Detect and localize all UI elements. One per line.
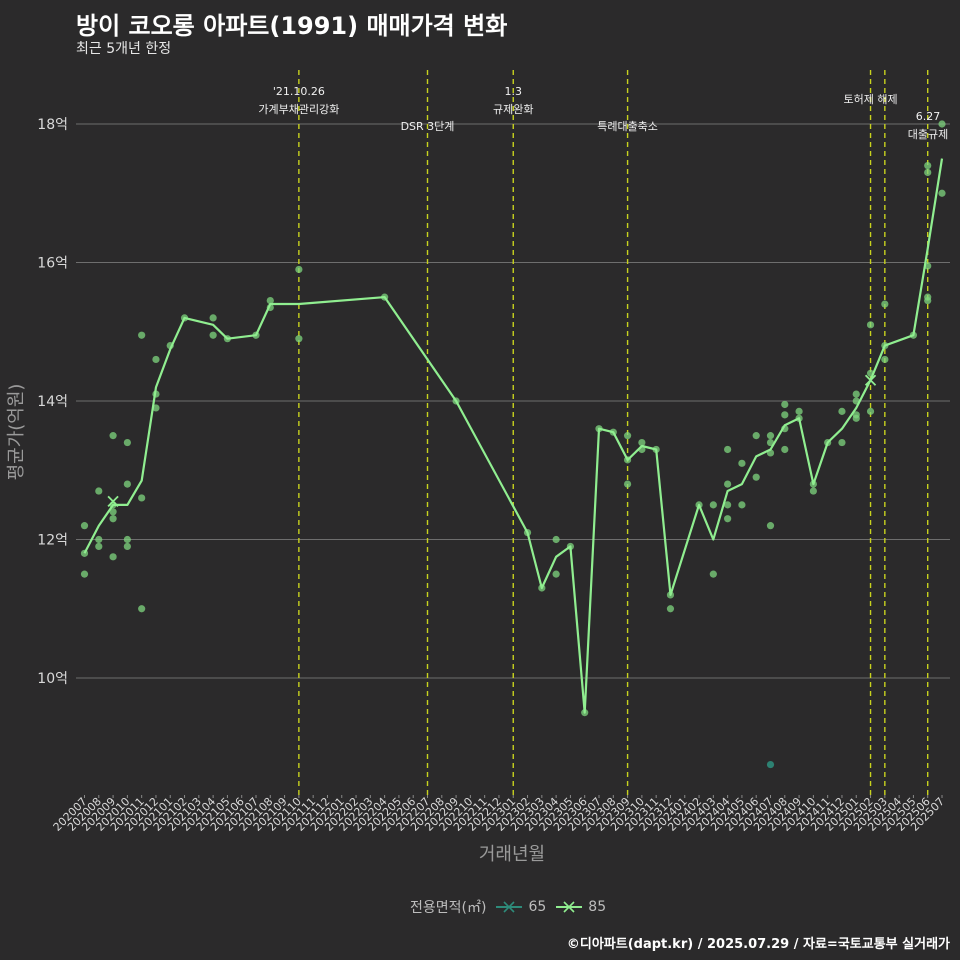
cross-marker — [107, 495, 119, 508]
data-point-85 — [295, 335, 303, 343]
data-point-85 — [838, 438, 846, 447]
data-point-85 — [724, 445, 732, 454]
annotation-label: 1.3 — [505, 85, 523, 98]
data-point-85 — [724, 480, 732, 488]
data-point-85 — [123, 542, 131, 551]
data-point-85 — [138, 605, 146, 613]
y-tick-labels: 10억 12억 14억 16억 18억 — [37, 117, 68, 687]
data-point-85 — [738, 501, 746, 509]
data-point-85 — [866, 407, 875, 415]
data-point-85 — [209, 331, 217, 339]
data-point-85 — [552, 570, 560, 578]
data-point-85 — [266, 296, 274, 305]
data-point-85 — [95, 542, 103, 551]
data-point-85 — [552, 535, 560, 544]
data-point-85 — [623, 432, 632, 440]
x-axis-label: 거래년월 — [479, 844, 545, 865]
data-point-85 — [852, 414, 860, 422]
data-point-85 — [123, 535, 131, 544]
data-point-85 — [924, 168, 932, 177]
annotation-label: 6.27 — [916, 110, 941, 123]
data-point-85 — [109, 432, 117, 440]
data-point-85 — [881, 355, 889, 364]
annotation-label: 가계부채관리강화 — [258, 103, 339, 116]
data-point-85 — [666, 605, 675, 613]
data-point-85 — [123, 480, 131, 488]
annotation-label: 토허제 해제 — [843, 92, 897, 106]
annotation-label: '21.10.26 — [273, 85, 325, 98]
data-point-85 — [109, 553, 117, 561]
data-point-85 — [838, 407, 846, 415]
data-point-85 — [781, 400, 789, 409]
y-axis-label: 평균가(억원) — [6, 384, 27, 481]
cross-marker — [864, 374, 877, 386]
x-tick-labels: 2020072020082020092020102020112020122021… — [51, 795, 947, 834]
data-point-85 — [209, 314, 217, 322]
data-point-85 — [138, 331, 146, 339]
data-point-85 — [295, 265, 303, 274]
data-point-85 — [123, 438, 131, 447]
data-point-85 — [638, 438, 646, 447]
data-point-85 — [623, 480, 632, 488]
data-point-85 — [80, 522, 89, 530]
legend-key-65-icon — [496, 901, 523, 913]
data-point-85 — [781, 445, 789, 454]
data-point-85 — [95, 535, 103, 544]
data-point-85 — [752, 432, 760, 440]
data-point-85 — [109, 515, 117, 523]
data-point-85 — [709, 570, 717, 578]
series-line-85 — [83, 158, 944, 714]
data-point-85 — [766, 522, 775, 530]
data-point-85 — [881, 300, 889, 308]
data-point-85 — [724, 515, 732, 523]
data-point-85 — [138, 494, 146, 502]
data-point-85 — [152, 355, 160, 364]
data-point-85 — [852, 390, 860, 398]
legend-label-65: 65 — [528, 899, 547, 915]
annotation-label: DSR 3단계 — [401, 120, 455, 133]
data-point-85 — [95, 487, 103, 495]
y-tick-label: 14억 — [37, 394, 68, 410]
data-point-65 — [766, 760, 775, 769]
chart-subtitle: 최근 5개년 한정 — [76, 41, 172, 57]
data-point-85 — [109, 508, 117, 516]
data-point-85 — [795, 407, 803, 415]
data-point-85 — [766, 432, 775, 440]
data-point-85 — [866, 321, 875, 329]
legend-title: 전용면적(㎡) — [410, 900, 487, 916]
scatter-points — [80, 120, 946, 769]
legend: 전용면적(㎡) 65 85 — [410, 897, 606, 917]
data-point-85 — [738, 459, 746, 467]
data-point-85 — [80, 549, 89, 557]
data-point-85 — [938, 189, 946, 197]
legend-key-85-icon — [556, 901, 583, 913]
annotation-label: 대출규제 — [908, 128, 948, 141]
data-point-85 — [924, 296, 932, 305]
y-tick-label: 12억 — [37, 533, 68, 549]
data-point-85 — [752, 473, 760, 481]
data-point-85 — [709, 501, 717, 509]
data-point-85 — [809, 487, 817, 495]
y-tick-label: 10억 — [37, 671, 68, 687]
y-tick-label: 18억 — [37, 117, 68, 133]
chart-title: 방이 코오롱 아파트(1991) 매매가격 변화 — [76, 12, 508, 40]
annotation-label: 규제완화 — [493, 103, 533, 116]
trend-line — [83, 158, 944, 714]
legend-label-85: 85 — [588, 899, 607, 915]
y-tick-label: 16억 — [37, 256, 68, 272]
data-point-85 — [724, 501, 732, 509]
source-caption: ©디아파트(dapt.kr) / 2025.07.29 / 자료=국토교통부 실… — [566, 937, 950, 952]
data-point-85 — [80, 570, 89, 578]
data-point-85 — [924, 161, 932, 170]
data-point-85 — [938, 120, 946, 128]
annotation-label: 특례대출축소 — [597, 120, 658, 133]
data-point-85 — [781, 411, 789, 419]
